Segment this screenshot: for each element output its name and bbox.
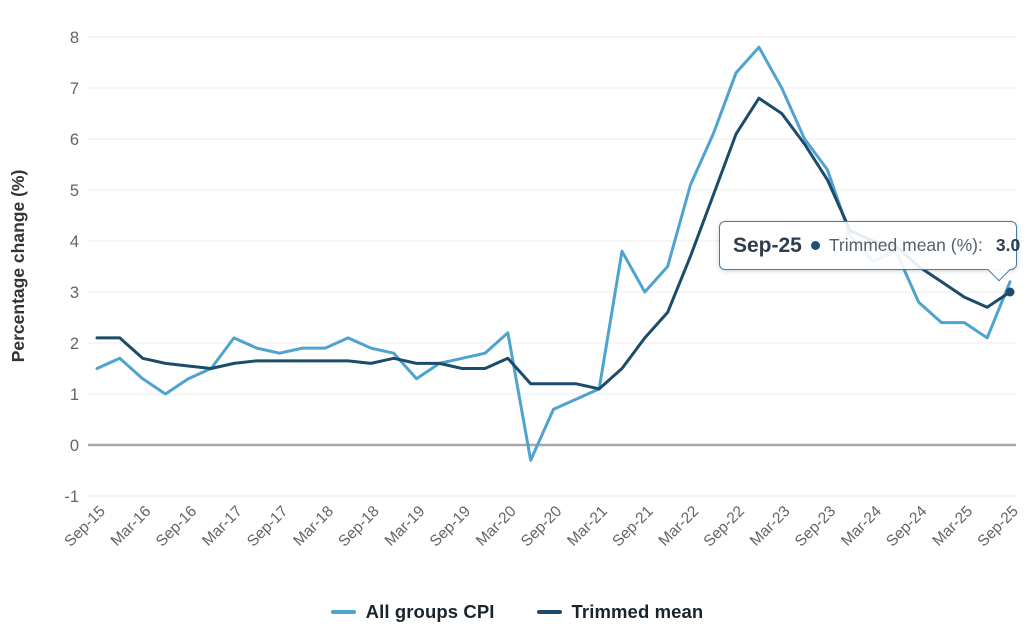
x-tick-label: Mar-21 xyxy=(564,503,611,550)
y-axis-tick-labels: -1 0 1 2 3 4 5 6 7 8 xyxy=(64,29,79,506)
x-tick-label: Sep-20 xyxy=(518,503,566,551)
tooltip-series-bullet-icon xyxy=(810,241,820,250)
y-tick-label: 2 xyxy=(70,335,79,353)
x-tick-label: Sep-21 xyxy=(609,503,656,550)
legend-label: All groups CPI xyxy=(365,601,495,622)
x-tick-label: Sep-25 xyxy=(974,503,1021,550)
x-tick-label: Sep-15 xyxy=(61,503,108,550)
x-tick-label: Mar-25 xyxy=(929,503,976,550)
x-tick-label: Mar-16 xyxy=(108,503,155,550)
x-tick-label: Mar-24 xyxy=(838,503,885,550)
y-tick-label: 0 xyxy=(70,437,79,455)
y-tick-label: -1 xyxy=(64,488,79,506)
x-tick-label: Sep-19 xyxy=(427,503,474,550)
y-tick-label: 7 xyxy=(70,80,79,98)
highlight-point-marker[interactable] xyxy=(1005,287,1015,297)
x-tick-label: Mar-22 xyxy=(656,503,703,550)
y-tick-label: 4 xyxy=(70,233,79,251)
legend-dash-icon xyxy=(536,610,562,614)
y-tick-label: 5 xyxy=(70,182,79,200)
tooltip-series-label: Trimmed mean (%): xyxy=(828,235,983,255)
y-tick-label: 6 xyxy=(70,131,79,149)
legend-dash-icon xyxy=(330,610,356,614)
tooltip-date: Sep-25 xyxy=(733,233,802,257)
x-tick-label: Sep-22 xyxy=(701,503,748,550)
gridlines xyxy=(88,36,1016,497)
y-tick-label: 3 xyxy=(70,284,79,302)
x-tick-label: Sep-23 xyxy=(792,503,839,550)
x-tick-label: Sep-24 xyxy=(883,503,931,551)
y-tick-label: 1 xyxy=(70,386,79,404)
y-tick-label: 8 xyxy=(70,29,79,47)
chart-tooltip: Sep-25 Trimmed mean (%): 3.0 xyxy=(719,221,1021,281)
x-axis-tick-labels: Sep-15Mar-16Sep-16Mar-17Sep-17Mar-18Sep-… xyxy=(61,503,1021,551)
x-tick-label: Sep-17 xyxy=(244,503,291,550)
x-tick-label: Sep-18 xyxy=(335,503,382,550)
x-tick-label: Mar-19 xyxy=(382,503,429,550)
y-axis-title: Percentage change (%) xyxy=(8,170,28,363)
x-tick-label: Mar-18 xyxy=(290,503,337,550)
legend-label: Trimmed mean xyxy=(571,601,704,622)
tooltip-value: 3.0 xyxy=(995,235,1021,255)
x-tick-label: Mar-23 xyxy=(747,503,794,550)
legend-item-trimmed-mean[interactable]: Trimmed mean xyxy=(536,601,704,623)
chart-legend: All groups CPI Trimmed mean xyxy=(0,597,1034,627)
x-tick-label: Mar-20 xyxy=(473,503,520,550)
x-tick-label: Mar-17 xyxy=(199,503,246,550)
x-tick-label: Sep-16 xyxy=(153,503,200,550)
legend-item-all-groups-cpi[interactable]: All groups CPI xyxy=(330,601,495,623)
